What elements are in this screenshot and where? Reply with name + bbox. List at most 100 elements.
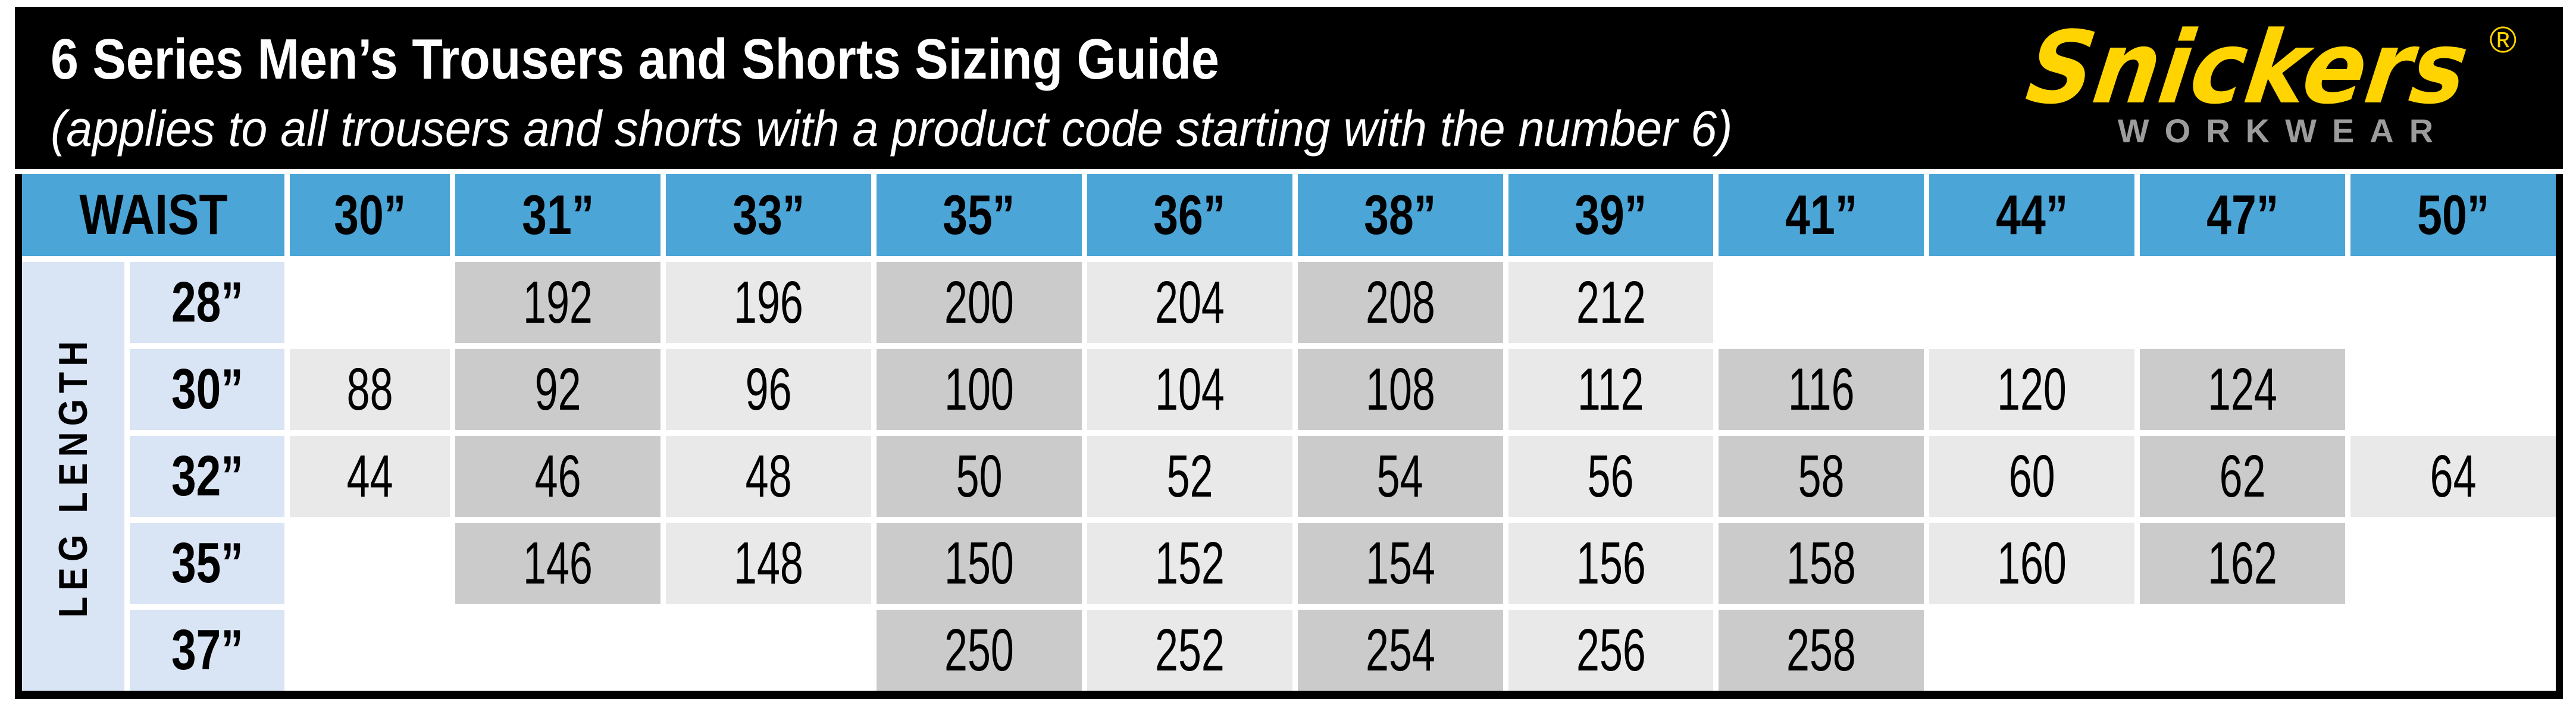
leg-length-axis-cell: LEG LENGTH xyxy=(22,262,124,691)
size-value-cell-label: 64 xyxy=(2430,443,2477,510)
size-value-cell: 52 xyxy=(1087,436,1292,517)
size-value-cell: 158 xyxy=(1719,523,1924,604)
size-value-cell-label: 120 xyxy=(1997,356,2067,423)
size-value-cell-label: 148 xyxy=(733,530,803,597)
size-value-cell-label: 192 xyxy=(523,269,593,336)
leg-length-axis-label: LEG LENGTH xyxy=(51,335,96,618)
leg-size-cell-label: 28” xyxy=(171,270,243,334)
size-value-cell: 160 xyxy=(1929,523,2135,604)
size-value-cell xyxy=(290,610,450,691)
size-value-cell-label: 88 xyxy=(346,356,393,423)
size-value-cell: 148 xyxy=(665,523,871,604)
size-value-cell: 250 xyxy=(876,610,1082,691)
size-value-cell xyxy=(666,610,871,691)
size-value-cell-label: 156 xyxy=(1576,530,1646,597)
page-subtitle: (applies to all trousers and shorts with… xyxy=(51,101,1733,157)
waist-size-header-cell: 50” xyxy=(2350,174,2556,256)
size-value-cell xyxy=(2350,349,2556,430)
size-value-cell xyxy=(1719,262,1924,343)
waist-size-header-cell: 35” xyxy=(876,174,1082,256)
size-value-cell: 200 xyxy=(876,262,1082,343)
size-value-cell xyxy=(290,523,450,604)
header-titles: 6 Series Men’s Trousers and Shorts Sizin… xyxy=(51,7,1840,154)
sizing-table-frame: WAIST LEG LENGTH 30” 31” 33” 35” 36” 38” 39” 41… xyxy=(15,174,2563,699)
size-value-cell: 116 xyxy=(1719,349,1924,430)
size-value-cell-label: 50 xyxy=(956,443,1003,510)
size-value-cell: 192 xyxy=(455,262,661,343)
size-value-cell: 124 xyxy=(2140,349,2346,430)
size-value-cell: 48 xyxy=(665,436,871,517)
waist-size-header-cell-label: 44” xyxy=(1996,183,2068,246)
size-value-cell: 208 xyxy=(1297,262,1503,343)
size-value-cell: 60 xyxy=(1929,436,2135,517)
size-value-cell-label: 146 xyxy=(523,530,593,597)
size-value-cell: 92 xyxy=(455,349,661,430)
size-value-cell: 162 xyxy=(2140,523,2346,604)
size-value-cell: 156 xyxy=(1508,523,1714,604)
size-value-cell xyxy=(290,262,450,343)
size-value-cell-label: 44 xyxy=(346,443,393,510)
size-value-cell-label: 56 xyxy=(1588,443,1634,510)
waist-size-header-cell-label: 35” xyxy=(943,183,1015,246)
size-value-cell-label: 150 xyxy=(944,530,1014,597)
sizing-table: WAIST LEG LENGTH 30” 31” 33” 35” 36” 38” 39” 41… xyxy=(22,174,2556,691)
size-value-cell-label: 252 xyxy=(1154,617,1225,684)
size-value-cell: 120 xyxy=(1929,349,2135,430)
size-value-cell: 256 xyxy=(1508,610,1714,691)
size-value-cell: 112 xyxy=(1508,349,1714,430)
size-value-cell-label: 196 xyxy=(733,269,803,336)
size-value-cell: 100 xyxy=(876,349,1082,430)
size-value-cell: 104 xyxy=(1087,349,1292,430)
size-value-cell-label: 124 xyxy=(2208,356,2278,423)
size-value-cell: 64 xyxy=(2350,436,2556,517)
size-value-cell-label: 48 xyxy=(745,443,792,510)
waist-size-header-cell-label: 36” xyxy=(1153,183,1226,246)
waist-size-header-cell-label: 30” xyxy=(333,183,406,246)
size-value-cell-label: 162 xyxy=(2208,530,2278,597)
size-value-cell: 254 xyxy=(1297,610,1503,691)
size-value-cell: 196 xyxy=(665,262,871,343)
size-value-cell: 50 xyxy=(876,436,1082,517)
size-value-cell-label: 54 xyxy=(1377,443,1423,510)
size-value-cell xyxy=(455,610,661,691)
waist-header-cell: WAIST xyxy=(22,174,284,256)
size-value-cell: 88 xyxy=(290,349,450,430)
size-value-cell: 96 xyxy=(665,349,871,430)
size-value-cell-label: 92 xyxy=(534,356,581,423)
size-value-cell-label: 104 xyxy=(1154,356,1225,423)
size-value-cell-label: 46 xyxy=(534,443,581,510)
size-value-cell-label: 256 xyxy=(1576,617,1646,684)
waist-size-header-cell-label: 39” xyxy=(1575,183,1647,246)
size-value-cell-label: 96 xyxy=(745,356,792,423)
leg-size-cell-label: 37” xyxy=(171,618,243,682)
leg-size-cell-label: 35” xyxy=(171,531,243,595)
leg-size-cell: 30” xyxy=(130,349,284,430)
size-value-cell-label: 250 xyxy=(944,617,1014,684)
size-value-cell-label: 200 xyxy=(944,269,1014,336)
waist-size-header-cell-label: 50” xyxy=(2417,183,2490,246)
brand-wordmark-line: Snickers ® xyxy=(2010,10,2516,126)
size-value-cell-label: 60 xyxy=(2008,443,2055,510)
size-value-cell-label: 160 xyxy=(1997,530,2067,597)
size-value-cell-label: 154 xyxy=(1365,530,1435,597)
waist-size-header-cell-label: 31” xyxy=(521,183,594,246)
size-value-cell: 46 xyxy=(455,436,661,517)
size-value-cell-label: 62 xyxy=(2219,443,2266,510)
waist-size-header-cell: 31” xyxy=(455,174,661,256)
size-value-cell-label: 212 xyxy=(1576,269,1646,336)
size-value-cell-label: 100 xyxy=(944,356,1014,423)
size-value-cell-label: 254 xyxy=(1365,617,1435,684)
waist-size-header-cell-label: 38” xyxy=(1364,183,1436,246)
size-value-cell: 146 xyxy=(455,523,661,604)
registered-trademark-icon: ® xyxy=(2489,20,2517,61)
size-value-cell: 212 xyxy=(1508,262,1714,343)
size-value-cell xyxy=(1929,262,2134,343)
workwear-label: WORKWEAR xyxy=(2117,112,2449,149)
waist-size-header-cell-label: 41” xyxy=(1785,183,1858,246)
size-value-cell xyxy=(2350,523,2556,604)
size-value-cell: 62 xyxy=(2140,436,2346,517)
size-value-cell: 154 xyxy=(1297,523,1503,604)
waist-size-header-cell: 33” xyxy=(665,174,871,256)
size-value-cell-label: 204 xyxy=(1154,269,1225,336)
